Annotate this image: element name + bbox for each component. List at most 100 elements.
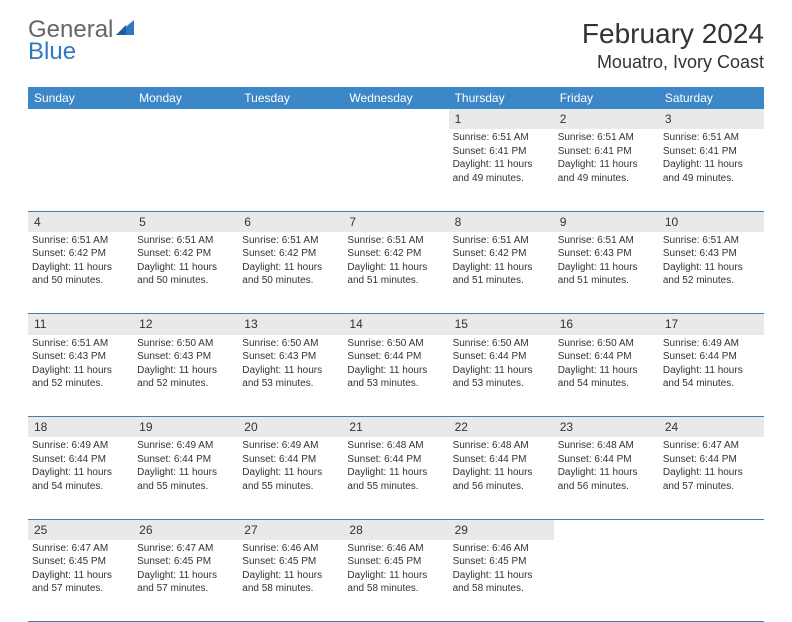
logo-text-blue: Blue <box>28 40 135 64</box>
daylight-line: Daylight: 11 hours and 58 minutes. <box>347 569 444 596</box>
sunrise-line: Sunrise: 6:48 AM <box>347 439 444 453</box>
calendar-table: SundayMondayTuesdayWednesdayThursdayFrid… <box>28 87 764 622</box>
sunset-line: Sunset: 6:44 PM <box>453 350 550 364</box>
week-row: Sunrise: 6:51 AMSunset: 6:41 PMDaylight:… <box>28 129 764 211</box>
day-number: 23 <box>554 417 659 438</box>
day-number: 17 <box>659 314 764 335</box>
day-number: 6 <box>238 211 343 232</box>
day-number: 14 <box>343 314 448 335</box>
daylight-line: Daylight: 11 hours and 50 minutes. <box>32 261 129 288</box>
day-cell: Sunrise: 6:51 AMSunset: 6:42 PMDaylight:… <box>343 232 448 314</box>
sunrise-line: Sunrise: 6:51 AM <box>663 131 760 145</box>
day-cell: Sunrise: 6:51 AMSunset: 6:42 PMDaylight:… <box>238 232 343 314</box>
sunset-line: Sunset: 6:42 PM <box>137 247 234 261</box>
week-row: Sunrise: 6:49 AMSunset: 6:44 PMDaylight:… <box>28 437 764 519</box>
logo-sail-icon <box>115 18 135 42</box>
sunrise-line: Sunrise: 6:51 AM <box>453 131 550 145</box>
sunset-line: Sunset: 6:44 PM <box>347 453 444 467</box>
day-number: 8 <box>449 211 554 232</box>
day-number: 26 <box>133 519 238 540</box>
day-number: 9 <box>554 211 659 232</box>
day-header: Tuesday <box>238 87 343 109</box>
daylight-line: Daylight: 11 hours and 51 minutes. <box>453 261 550 288</box>
day-number <box>28 109 133 129</box>
day-cell: Sunrise: 6:49 AMSunset: 6:44 PMDaylight:… <box>659 335 764 417</box>
day-number: 15 <box>449 314 554 335</box>
day-number: 4 <box>28 211 133 232</box>
sunset-line: Sunset: 6:42 PM <box>32 247 129 261</box>
day-cell: Sunrise: 6:47 AMSunset: 6:45 PMDaylight:… <box>133 540 238 622</box>
sunset-line: Sunset: 6:44 PM <box>453 453 550 467</box>
daylight-line: Daylight: 11 hours and 57 minutes. <box>663 466 760 493</box>
header: GeneralBlue February 2024 Mouatro, Ivory… <box>0 0 792 79</box>
day-header: Thursday <box>449 87 554 109</box>
day-cell: Sunrise: 6:51 AMSunset: 6:42 PMDaylight:… <box>28 232 133 314</box>
day-cell: Sunrise: 6:46 AMSunset: 6:45 PMDaylight:… <box>449 540 554 622</box>
sunrise-line: Sunrise: 6:50 AM <box>558 337 655 351</box>
sunset-line: Sunset: 6:44 PM <box>137 453 234 467</box>
day-cell: Sunrise: 6:49 AMSunset: 6:44 PMDaylight:… <box>133 437 238 519</box>
day-number <box>133 109 238 129</box>
day-cell: Sunrise: 6:50 AMSunset: 6:44 PMDaylight:… <box>554 335 659 417</box>
sunrise-line: Sunrise: 6:51 AM <box>663 234 760 248</box>
daylight-line: Daylight: 11 hours and 55 minutes. <box>347 466 444 493</box>
sunrise-line: Sunrise: 6:48 AM <box>558 439 655 453</box>
daylight-line: Daylight: 11 hours and 52 minutes. <box>137 364 234 391</box>
day-cell: Sunrise: 6:49 AMSunset: 6:44 PMDaylight:… <box>28 437 133 519</box>
day-cell: Sunrise: 6:51 AMSunset: 6:43 PMDaylight:… <box>554 232 659 314</box>
day-cell: Sunrise: 6:50 AMSunset: 6:43 PMDaylight:… <box>133 335 238 417</box>
daylight-line: Daylight: 11 hours and 52 minutes. <box>32 364 129 391</box>
daynum-row: 18192021222324 <box>28 417 764 438</box>
day-cell: Sunrise: 6:51 AMSunset: 6:42 PMDaylight:… <box>449 232 554 314</box>
daylight-line: Daylight: 11 hours and 54 minutes. <box>663 364 760 391</box>
daylight-line: Daylight: 11 hours and 54 minutes. <box>32 466 129 493</box>
day-cell: Sunrise: 6:51 AMSunset: 6:41 PMDaylight:… <box>554 129 659 211</box>
day-number: 25 <box>28 519 133 540</box>
daynum-row: 2526272829 <box>28 519 764 540</box>
day-cell <box>343 129 448 211</box>
sunrise-line: Sunrise: 6:47 AM <box>137 542 234 556</box>
sunset-line: Sunset: 6:42 PM <box>347 247 444 261</box>
sunrise-line: Sunrise: 6:49 AM <box>137 439 234 453</box>
day-cell <box>238 129 343 211</box>
sunset-line: Sunset: 6:43 PM <box>558 247 655 261</box>
calendar-body: 123Sunrise: 6:51 AMSunset: 6:41 PMDaylig… <box>28 109 764 622</box>
day-cell: Sunrise: 6:48 AMSunset: 6:44 PMDaylight:… <box>449 437 554 519</box>
sunset-line: Sunset: 6:44 PM <box>242 453 339 467</box>
day-number: 19 <box>133 417 238 438</box>
day-header: Monday <box>133 87 238 109</box>
day-number: 7 <box>343 211 448 232</box>
sunrise-line: Sunrise: 6:51 AM <box>558 234 655 248</box>
day-cell: Sunrise: 6:50 AMSunset: 6:44 PMDaylight:… <box>343 335 448 417</box>
day-number: 3 <box>659 109 764 129</box>
sunrise-line: Sunrise: 6:46 AM <box>347 542 444 556</box>
day-number: 16 <box>554 314 659 335</box>
sunrise-line: Sunrise: 6:51 AM <box>453 234 550 248</box>
day-header: Wednesday <box>343 87 448 109</box>
sunset-line: Sunset: 6:43 PM <box>32 350 129 364</box>
day-number: 18 <box>28 417 133 438</box>
sunrise-line: Sunrise: 6:47 AM <box>32 542 129 556</box>
day-cell: Sunrise: 6:46 AMSunset: 6:45 PMDaylight:… <box>343 540 448 622</box>
day-cell: Sunrise: 6:51 AMSunset: 6:42 PMDaylight:… <box>133 232 238 314</box>
sunrise-line: Sunrise: 6:51 AM <box>347 234 444 248</box>
day-header: Friday <box>554 87 659 109</box>
daylight-line: Daylight: 11 hours and 51 minutes. <box>347 261 444 288</box>
sunset-line: Sunset: 6:44 PM <box>347 350 444 364</box>
day-number: 5 <box>133 211 238 232</box>
location-label: Mouatro, Ivory Coast <box>582 52 764 73</box>
week-row: Sunrise: 6:51 AMSunset: 6:42 PMDaylight:… <box>28 232 764 314</box>
sunset-line: Sunset: 6:41 PM <box>663 145 760 159</box>
page-title: February 2024 <box>582 18 764 50</box>
day-cell: Sunrise: 6:50 AMSunset: 6:43 PMDaylight:… <box>238 335 343 417</box>
daylight-line: Daylight: 11 hours and 58 minutes. <box>242 569 339 596</box>
daylight-line: Daylight: 11 hours and 55 minutes. <box>137 466 234 493</box>
day-number: 20 <box>238 417 343 438</box>
daylight-line: Daylight: 11 hours and 50 minutes. <box>242 261 339 288</box>
sunrise-line: Sunrise: 6:50 AM <box>453 337 550 351</box>
day-cell <box>554 540 659 622</box>
sunset-line: Sunset: 6:43 PM <box>663 247 760 261</box>
sunrise-line: Sunrise: 6:51 AM <box>32 234 129 248</box>
daylight-line: Daylight: 11 hours and 50 minutes. <box>137 261 234 288</box>
day-cell: Sunrise: 6:51 AMSunset: 6:41 PMDaylight:… <box>659 129 764 211</box>
